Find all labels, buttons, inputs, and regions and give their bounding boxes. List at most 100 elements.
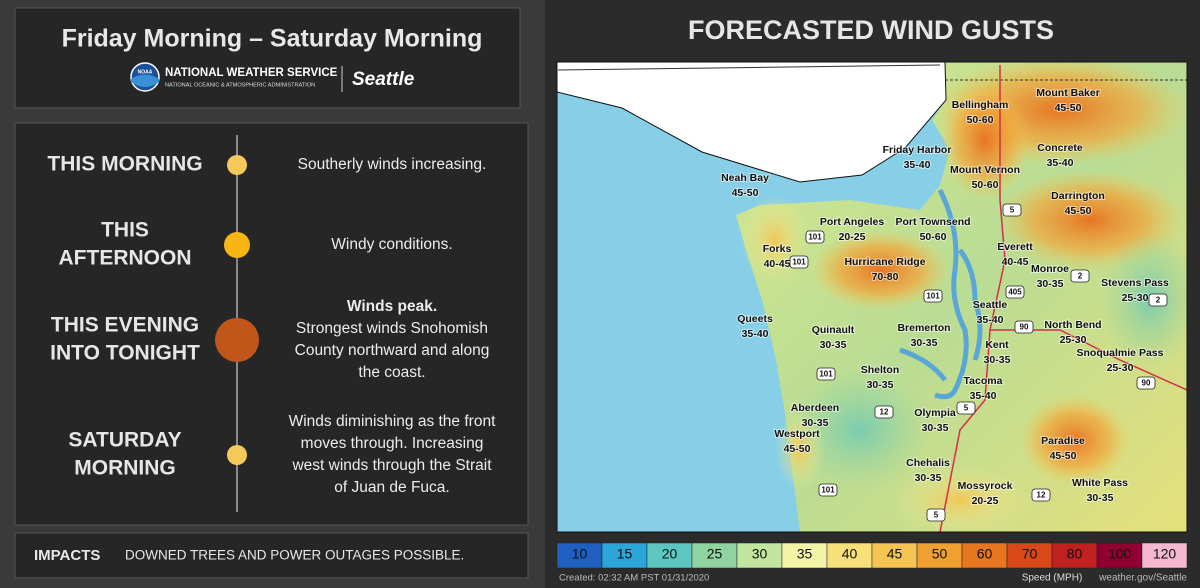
scale-tick-label: 100 [1108, 546, 1132, 562]
gust-range: 25-30 [1122, 292, 1149, 304]
highway-number: 5 [964, 404, 969, 413]
location-name: Kent [985, 339, 1009, 351]
highway-number: 12 [880, 408, 889, 417]
header-panel [14, 7, 521, 109]
gust-range: 35-40 [904, 159, 931, 171]
source: weather.gov/Seattle [1098, 573, 1187, 584]
gust-range: 30-35 [984, 354, 1011, 366]
map-frame [556, 61, 1188, 533]
gust-range: 45-50 [1050, 450, 1077, 462]
highway-number: 5 [1010, 206, 1015, 215]
scale-swatch [1096, 542, 1143, 569]
highway-shield [1005, 285, 1025, 299]
timeline-dot [227, 445, 247, 465]
highway-number: 405 [1008, 288, 1022, 297]
period-label: AFTERNOON [59, 247, 192, 270]
logo-text: NOAA [138, 69, 153, 75]
highway-number: 101 [819, 370, 833, 379]
highway-shield [818, 483, 838, 497]
header-title: Friday Morning – Saturday Morning [62, 25, 483, 53]
description: County northward and along [295, 342, 490, 359]
location-name: Seattle [973, 299, 1008, 311]
period-label: THIS [101, 219, 149, 242]
scale-tick-label: 40 [842, 546, 858, 562]
location-name: Olympia [914, 407, 956, 419]
gust-range: 30-35 [911, 337, 938, 349]
gust-range: 40-45 [1002, 256, 1029, 268]
location-name: Quinault [812, 324, 855, 336]
scale-tick-label: 70 [1022, 546, 1038, 562]
gust-range: 20-25 [972, 495, 999, 507]
gust-range: 70-80 [872, 271, 899, 283]
highway-shield [816, 367, 836, 381]
location-name: Tacoma [964, 375, 1003, 387]
gust-range: 45-50 [1065, 205, 1092, 217]
gust-range: 35-40 [977, 314, 1004, 326]
scale-swatch [1006, 542, 1053, 569]
highway-number: 90 [1020, 323, 1029, 332]
location-name: Forks [763, 243, 792, 255]
gust-range: 30-35 [867, 379, 894, 391]
impacts-panel [14, 532, 529, 579]
scale-tick-label: 35 [797, 546, 813, 562]
gust-range: 30-35 [915, 472, 942, 484]
description: Windy conditions. [331, 236, 452, 253]
location-name: Bellingham [952, 99, 1009, 111]
scale-tick-label: 60 [977, 546, 993, 562]
location-name: Port Townsend [895, 216, 970, 228]
period-label: MORNING [74, 457, 176, 480]
highway-shield [1148, 293, 1168, 307]
description: Strongest winds Snohomish [296, 320, 488, 337]
gust-range: 30-35 [820, 339, 847, 351]
highway-shield [1136, 376, 1156, 390]
location-name: Mount Vernon [950, 164, 1020, 176]
border [557, 64, 941, 71]
description: moves through. Increasing [301, 435, 484, 452]
location-name: Queets [737, 313, 773, 325]
agency: NATIONAL WEATHER SERVICE [165, 67, 338, 79]
gust-range: 40-45 [764, 258, 791, 270]
gust-range: 45-50 [784, 443, 811, 455]
highway-number: 101 [926, 292, 940, 301]
description: Winds diminishing as the front [289, 413, 496, 430]
location-name: North Bend [1044, 319, 1101, 331]
scale-swatch [691, 542, 738, 569]
impacts-label: IMPACTS [34, 547, 100, 564]
highway-shield [874, 405, 894, 419]
scale-tick-label: 30 [752, 546, 768, 562]
gust-range: 30-35 [802, 417, 829, 429]
location-name: Neah Bay [721, 172, 769, 184]
highway-shield [805, 230, 825, 244]
noaa-logo-wave [131, 74, 159, 87]
gust-range: 35-40 [970, 390, 997, 402]
gust-range: 25-30 [1060, 334, 1087, 346]
highway-shield [1002, 203, 1022, 217]
map-title: FORECASTED WIND GUSTS [688, 15, 1054, 45]
gust-range: 20-25 [839, 231, 866, 243]
scale-tick-label: 15 [617, 546, 633, 562]
description: west winds through the Strait [291, 457, 492, 474]
scale-tick-label: 45 [887, 546, 903, 562]
scale-tick-label: 10 [572, 546, 588, 562]
location-name: Concrete [1037, 142, 1083, 154]
highway-number: 101 [792, 258, 806, 267]
location-name: Snoqualmie Pass [1077, 347, 1164, 359]
scale-tick-label: 25 [707, 546, 723, 562]
scale-tick-label: 120 [1153, 546, 1177, 562]
gust-range: 50-60 [972, 179, 999, 191]
location-name: Bremerton [897, 322, 950, 334]
timeline-dot [227, 155, 247, 175]
scale-label: Speed (MPH) [1022, 573, 1083, 584]
period-label: THIS MORNING [47, 153, 202, 176]
scale-tick-label: 50 [932, 546, 948, 562]
location-name: Westport [774, 428, 820, 440]
location-name: Paradise [1041, 435, 1085, 447]
description: the coast. [358, 364, 425, 381]
period-label: THIS EVENING [51, 314, 199, 337]
highway-shield [1031, 488, 1051, 502]
highway-shield [1070, 269, 1090, 283]
highway-number: 90 [1142, 379, 1151, 388]
gust-range: 45-50 [1055, 102, 1082, 114]
highway-shield [1014, 320, 1034, 334]
